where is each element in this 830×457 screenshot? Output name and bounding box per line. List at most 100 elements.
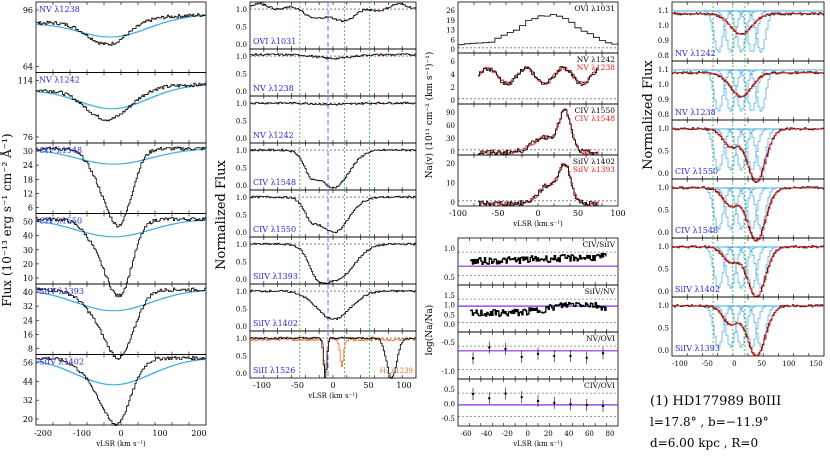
y-tick-label: 0	[451, 148, 455, 156]
x-tick-label: 100	[782, 360, 795, 368]
ratio-point	[488, 346, 491, 349]
y-tick-label: 0.0	[236, 276, 247, 284]
x-tick-label: -100	[672, 360, 688, 368]
ion-label: NV λ1242	[253, 131, 294, 140]
ratio-label: CIV/OVI	[584, 381, 615, 390]
y-tick-label: 0.5	[236, 306, 247, 314]
y-tick-label: 40	[23, 288, 33, 297]
fit-model	[672, 305, 824, 357]
y-tick-label: 76	[23, 133, 33, 142]
y-tick-label: 0	[451, 46, 455, 54]
x-tick-label: -20	[502, 430, 513, 438]
fit-model	[672, 72, 824, 97]
y-tick-label: 0.0	[236, 182, 247, 190]
y-tick-label: 0.5	[236, 353, 247, 361]
ratio-point	[504, 347, 507, 351]
norm-spectrum	[250, 289, 417, 320]
component-profile	[672, 69, 824, 112]
y-tick-label: 19	[446, 17, 455, 25]
distance: d=6.00 kpc , R=0	[650, 436, 758, 450]
ion-label: NV λ1238	[675, 108, 716, 117]
ratio-point	[601, 404, 605, 408]
x-tick-label: 60	[585, 430, 594, 438]
norm-row: SiIV λ1402 1.0 0.5 0.0	[236, 283, 417, 332]
y-tick-label: 20	[23, 415, 33, 424]
info-block: (1) HD177989 B0III l=17.8° , b=−11.9° d=6.…	[650, 394, 781, 450]
y-tick-label: 0.5	[658, 207, 669, 215]
x-axis-label: vLSR (km s⁻¹)	[512, 440, 563, 448]
y-tick-label: 6	[451, 58, 456, 66]
x-tick-label: -60	[460, 430, 471, 438]
norm-spectrum	[250, 2, 417, 23]
ion-label: SiIV λ1402	[675, 285, 720, 294]
y-tick-label: 0.5	[658, 266, 669, 274]
ratio-point	[536, 352, 540, 356]
na-spectrum	[478, 108, 599, 156]
fit-row: SiIV λ1393 1.0 0.5 0.0	[658, 296, 825, 357]
fit-row: CIV λ1548 1.0 0.5 0.0	[658, 178, 825, 242]
ratio-point	[536, 399, 540, 403]
fit-model	[672, 13, 824, 35]
star-name: (1) HD177989 B0III	[650, 394, 781, 409]
x-tick-label: 0	[330, 381, 335, 390]
ratio-label: NV/OVI	[586, 334, 615, 343]
flux-spectrum	[36, 355, 207, 426]
ratio-point	[471, 392, 475, 396]
component-profile	[672, 10, 824, 53]
flux-row: NV λ1242 114 76	[18, 72, 207, 144]
ratio-point	[569, 354, 572, 358]
ion-label: SiIV λ1393	[675, 344, 720, 353]
ratio-point	[585, 403, 588, 407]
fit-row: CIV λ1550 1.0 0.5 0.0	[658, 119, 825, 183]
y-tick-label: 1.0	[236, 6, 247, 14]
flux-row: SiIV λ1402 56 44 32 20	[23, 354, 207, 426]
y-tick-label: 90	[446, 109, 455, 117]
x-tick-label: 0	[535, 209, 540, 218]
y-tick-label: 0.9	[658, 96, 669, 104]
norm-row: NV λ1242 1.0 0.5 0.0	[236, 95, 417, 144]
na-spectrum	[478, 163, 599, 207]
y-tick-label: 32	[23, 396, 33, 405]
fit-row: NV λ1238 1.1 1.0 0.9 0.8	[658, 60, 825, 121]
y-tick-label: 6	[451, 36, 456, 44]
na-label: SiIV λ1393	[573, 165, 615, 174]
y-tick-label: 20	[446, 160, 455, 168]
y-tick-label: 0.5	[658, 148, 669, 156]
flux-spectrum	[36, 13, 207, 46]
x-tick-label: 0	[118, 429, 123, 438]
y-tick-label: 6	[28, 204, 33, 213]
y-tick-label: 1.0	[658, 302, 669, 310]
y-tick-label: 4	[451, 71, 456, 79]
y-tick-label: 0.0	[658, 170, 669, 178]
y-tick-label: 0.0	[444, 321, 455, 329]
y-tick-label: -0.5	[442, 415, 456, 423]
y-tick-label: 30	[23, 147, 33, 156]
y-tick-label: 16	[23, 330, 33, 339]
y-tick-label: 1.0	[444, 245, 455, 253]
na-label: NV λ1238	[577, 63, 615, 72]
norm-row: OVI λ1031 1.0 0.5 0.0	[236, 1, 417, 50]
y-tick-label: 0.0	[658, 229, 669, 237]
ratio-label: SiIV/NV	[585, 287, 616, 296]
ion-label: CIV λ1550	[253, 225, 296, 234]
component-profile	[672, 69, 824, 111]
y-tick-label: 0.8	[658, 52, 669, 60]
y-axis-label: log(Na/Na)	[424, 305, 435, 356]
flux-spectrum	[36, 146, 207, 228]
x-axis-label: vLSR (km s⁻¹)	[307, 392, 358, 400]
norm-row: CIV λ1548 1.0 0.5 0.0	[236, 142, 417, 191]
norm-row: SiIV λ1393 1.0 0.5 0.0	[236, 236, 417, 285]
continuum-fit	[36, 84, 207, 110]
y-tick-label: 30	[23, 246, 33, 255]
continuum-fit	[36, 358, 207, 386]
ratio-point	[520, 395, 523, 399]
y-tick-label: 1.0	[236, 335, 247, 343]
y-tick-label: 64	[23, 63, 33, 72]
ratio-trace	[470, 301, 607, 317]
y-tick-label: 0.5	[444, 386, 455, 394]
norm-spectrum	[250, 195, 417, 234]
ion-label: CIV λ1548	[39, 146, 82, 155]
y-tick-label: 0.0	[236, 229, 247, 237]
y-tick-label: 0.5	[236, 71, 247, 79]
